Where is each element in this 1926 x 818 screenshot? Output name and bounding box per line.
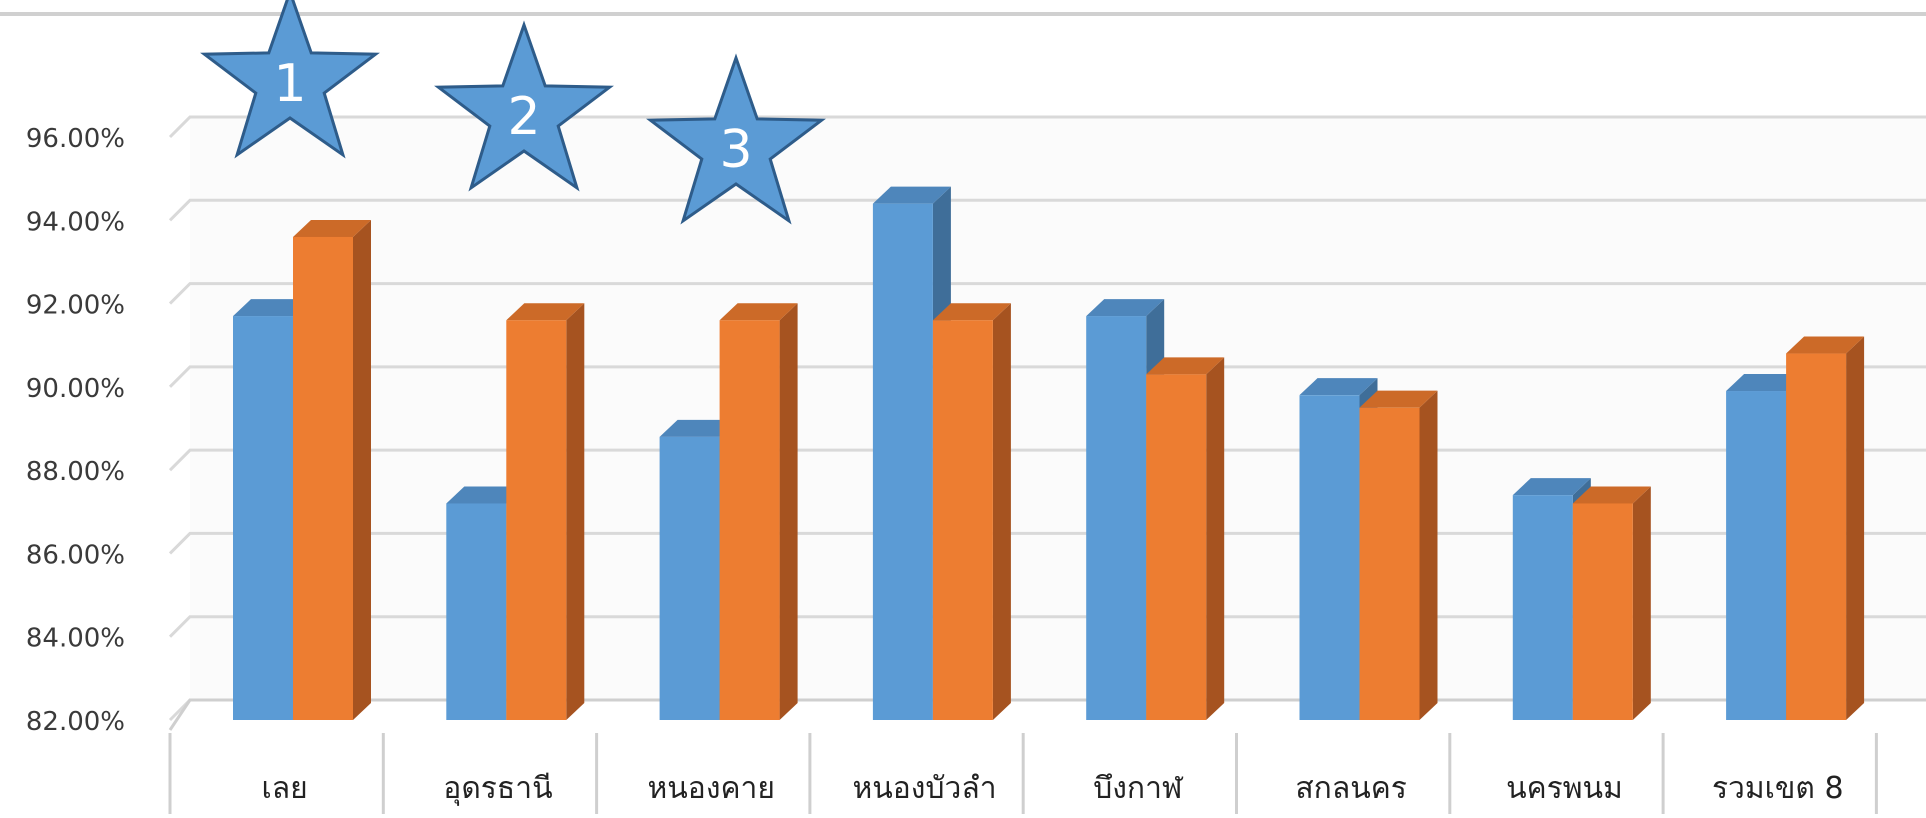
- floor-line: [168, 698, 1926, 731]
- bar-top-face: [719, 303, 798, 321]
- x-category-label: รวมเขต 8: [1712, 771, 1844, 806]
- x-axis-categories: เลย อุดรธานี หนองคาย หนองบัวลำ บึงกาฬ สกลนคร น…: [168, 733, 1878, 814]
- bar-top-face: [1786, 336, 1865, 354]
- bar-front-face: [446, 503, 507, 720]
- x-category-label: อุดรธานี: [443, 771, 552, 807]
- star-icon: [434, 20, 614, 192]
- gridline: [168, 698, 1926, 722]
- bar-front-face: [1512, 495, 1573, 720]
- bar-front-face: [1572, 503, 1633, 720]
- bar-top-face: [233, 299, 311, 317]
- x-category-label: หนองบัวลำ: [853, 771, 997, 806]
- bar-top-face: [1572, 486, 1651, 504]
- bar-top-face: [506, 303, 585, 321]
- star-icon: [200, 0, 380, 159]
- x-category-label: หนองคาย: [648, 771, 775, 806]
- y-tick-label: 92.00%: [26, 291, 125, 321]
- back-wall: [190, 117, 1926, 700]
- x-category-label: นครพนม: [1506, 771, 1623, 806]
- bar-top-face: [1086, 299, 1165, 317]
- gridline: [168, 198, 1926, 222]
- bar-front-face: [1299, 395, 1360, 720]
- bar-front-face: [506, 320, 567, 720]
- bar-front-face: [659, 436, 720, 720]
- bar-top-face: [1299, 378, 1378, 396]
- bar-front-face: [1726, 391, 1787, 720]
- bar: [1786, 336, 1865, 720]
- bar-side-face: [992, 303, 1011, 720]
- bar-side-face: [566, 303, 585, 720]
- gridlines: [168, 115, 1926, 731]
- bar-side-face: [353, 219, 371, 720]
- y-tick-label: 94.00%: [26, 207, 125, 237]
- y-tick-label: 96.00%: [26, 124, 125, 154]
- bar-side-face: [1206, 357, 1225, 720]
- star-rank-label: 2: [507, 87, 540, 147]
- bar-front-face: [1146, 374, 1207, 720]
- y-tick-label: 90.00%: [26, 374, 125, 404]
- bar-side-face: [1632, 486, 1651, 720]
- bar: [293, 219, 371, 720]
- bar-front-face: [1786, 353, 1847, 720]
- y-axis-ticks: 82.00% 84.00% 86.00% 88.00% 90.00% 92.00% 94.0…: [26, 124, 125, 737]
- star-icon: [646, 53, 826, 225]
- bar-top-face: [446, 486, 525, 504]
- bar: [1572, 486, 1651, 720]
- bar-front-face: [1359, 407, 1420, 720]
- rank-star: 1: [200, 0, 380, 159]
- gridline: [168, 365, 1926, 388]
- bar-side-face: [779, 303, 798, 720]
- bar-front-face: [1086, 316, 1147, 720]
- bar-top-face: [659, 419, 738, 437]
- rank-star: 2: [434, 20, 614, 192]
- bar-side-face: [1846, 336, 1865, 720]
- bar: [506, 303, 585, 720]
- bar-front-face: [233, 316, 293, 720]
- bar-top-face: [293, 219, 371, 237]
- y-tick-label: 84.00%: [26, 624, 125, 654]
- bar: [719, 303, 798, 720]
- y-tick-label: 86.00%: [26, 540, 125, 570]
- x-category-label: เลย: [262, 771, 308, 806]
- y-tick-label: 88.00%: [26, 457, 125, 487]
- gridline: [168, 282, 1926, 305]
- bar-front-face: [872, 203, 933, 721]
- bar: [1146, 357, 1225, 720]
- bar-front-face: [293, 236, 353, 720]
- bar-top-face: [932, 303, 1011, 321]
- star-rank-label: 1: [273, 54, 306, 114]
- gridline: [168, 115, 1926, 139]
- bar-front-face: [719, 320, 780, 720]
- bar: [1359, 390, 1438, 720]
- rank-stars: 1 2 3: [200, 0, 826, 225]
- x-category-label: สกลนคร: [1295, 771, 1407, 806]
- bar-front-face: [932, 320, 993, 720]
- bar-top-face: [1146, 357, 1225, 375]
- bar-top-face: [1359, 390, 1438, 408]
- star-rank-label: 3: [719, 120, 752, 180]
- x-category-label: บึงกาฬ: [1093, 771, 1184, 806]
- bar-top-face: [872, 186, 951, 204]
- bar-top-face: [1512, 478, 1591, 496]
- y-tick-label: 82.00%: [26, 707, 125, 737]
- rank-star: 3: [646, 53, 826, 225]
- bar-side-face: [1419, 390, 1438, 720]
- bar-top-face: [1726, 374, 1805, 392]
- bar: [932, 303, 1011, 720]
- bars: [233, 186, 1865, 721]
